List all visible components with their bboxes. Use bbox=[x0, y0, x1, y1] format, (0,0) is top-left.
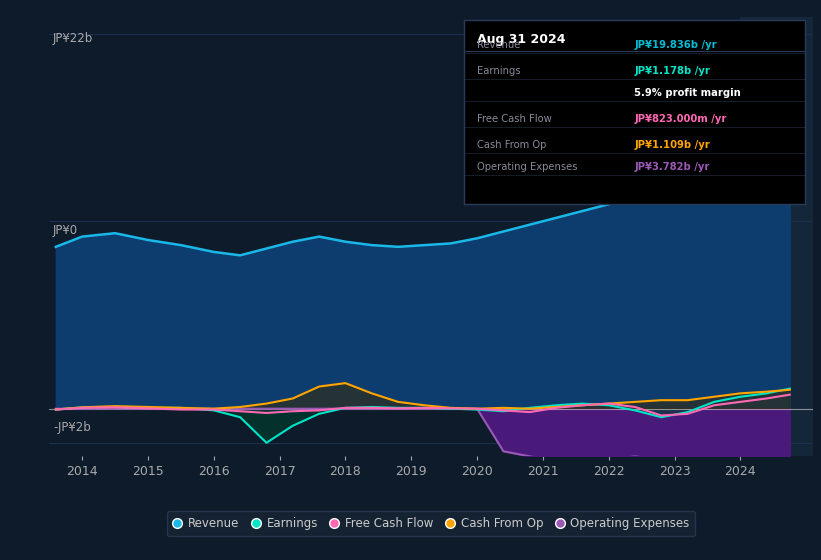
Text: JP¥1.109b /yr: JP¥1.109b /yr bbox=[635, 140, 710, 150]
Text: Cash From Op: Cash From Op bbox=[478, 140, 547, 150]
Text: 5.9% profit margin: 5.9% profit margin bbox=[635, 88, 741, 98]
Text: -JP¥2b: -JP¥2b bbox=[53, 421, 91, 433]
Text: JP¥0: JP¥0 bbox=[53, 223, 78, 236]
Text: JP¥823.000m /yr: JP¥823.000m /yr bbox=[635, 114, 727, 124]
Text: JP¥3.782b /yr: JP¥3.782b /yr bbox=[635, 162, 709, 172]
Text: Aug 31 2024: Aug 31 2024 bbox=[478, 32, 566, 45]
Text: Earnings: Earnings bbox=[478, 66, 521, 76]
Text: Operating Expenses: Operating Expenses bbox=[478, 162, 578, 172]
Legend: Revenue, Earnings, Free Cash Flow, Cash From Op, Operating Expenses: Revenue, Earnings, Free Cash Flow, Cash … bbox=[167, 511, 695, 536]
Text: JP¥22b: JP¥22b bbox=[53, 32, 94, 45]
Bar bbox=[741, 17, 819, 456]
Text: Free Cash Flow: Free Cash Flow bbox=[478, 114, 553, 124]
Text: JP¥1.178b /yr: JP¥1.178b /yr bbox=[635, 66, 710, 76]
Text: Revenue: Revenue bbox=[478, 40, 521, 50]
Text: JP¥19.836b /yr: JP¥19.836b /yr bbox=[635, 40, 717, 50]
